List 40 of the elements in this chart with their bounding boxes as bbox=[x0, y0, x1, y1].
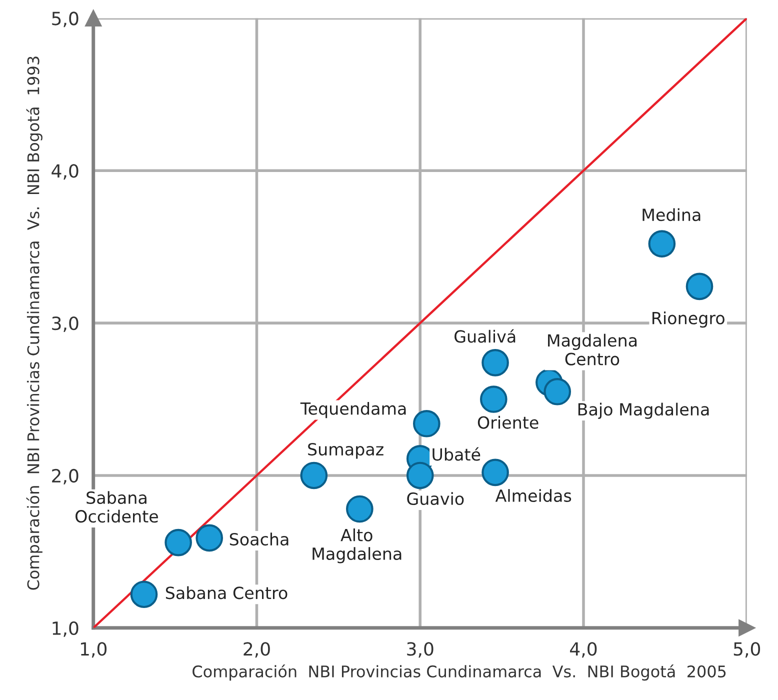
annotation: Tequendama bbox=[300, 402, 406, 418]
x-tick-label: 2,0 bbox=[244, 642, 270, 658]
point bbox=[686, 272, 714, 300]
annotation: Oriente bbox=[478, 416, 538, 429]
y-axis-title: Comparación NBI Provincias Cundinamarca Vs. NBI Bogotá 1993 bbox=[26, 56, 42, 590]
x-tick-label: 5,0 bbox=[734, 642, 760, 658]
point bbox=[482, 458, 509, 486]
annotation: Gualivá bbox=[454, 329, 516, 343]
x-axis-title: Comparación NBI Provincias Cundinamarca Vs. NBI Bogotá 2005 bbox=[192, 664, 726, 681]
point bbox=[412, 410, 440, 438]
annotation: Ubaté bbox=[432, 447, 480, 461]
y-tick-label: 4,0 bbox=[52, 164, 78, 180]
annotation: Sabana Occidente bbox=[76, 491, 158, 523]
annotation: Bajo Magdalena bbox=[578, 402, 709, 419]
point bbox=[196, 524, 224, 552]
annotation: Sabana Centro bbox=[166, 586, 288, 600]
point bbox=[346, 495, 374, 523]
point bbox=[482, 349, 509, 376]
y-tick-label: 2,0 bbox=[52, 468, 78, 484]
x-tick-label: 1,0 bbox=[80, 642, 107, 658]
point bbox=[648, 230, 676, 258]
x-tick-label: 3,0 bbox=[407, 642, 434, 658]
y-tick-label: 5,0 bbox=[52, 12, 78, 28]
annotation: Magdalena Centro bbox=[548, 334, 637, 366]
point bbox=[164, 528, 192, 556]
annotation: Rionegro bbox=[652, 311, 724, 328]
annotation: Medina bbox=[642, 208, 700, 222]
annotation: Sumapaz bbox=[308, 442, 384, 459]
point bbox=[300, 462, 328, 490]
annotation: Guavio bbox=[407, 492, 464, 506]
y-tick-label: 1,0 bbox=[52, 621, 78, 637]
point bbox=[406, 462, 434, 490]
y-tick-label: 3,0 bbox=[52, 316, 78, 332]
point bbox=[480, 386, 508, 413]
annotation: Alto Magdalena bbox=[312, 528, 402, 564]
annotation: Almeidas bbox=[495, 489, 572, 502]
annotation: Soacha bbox=[230, 532, 288, 546]
point bbox=[544, 378, 572, 406]
point bbox=[130, 580, 158, 608]
x-tick-label: 4,0 bbox=[570, 642, 597, 658]
